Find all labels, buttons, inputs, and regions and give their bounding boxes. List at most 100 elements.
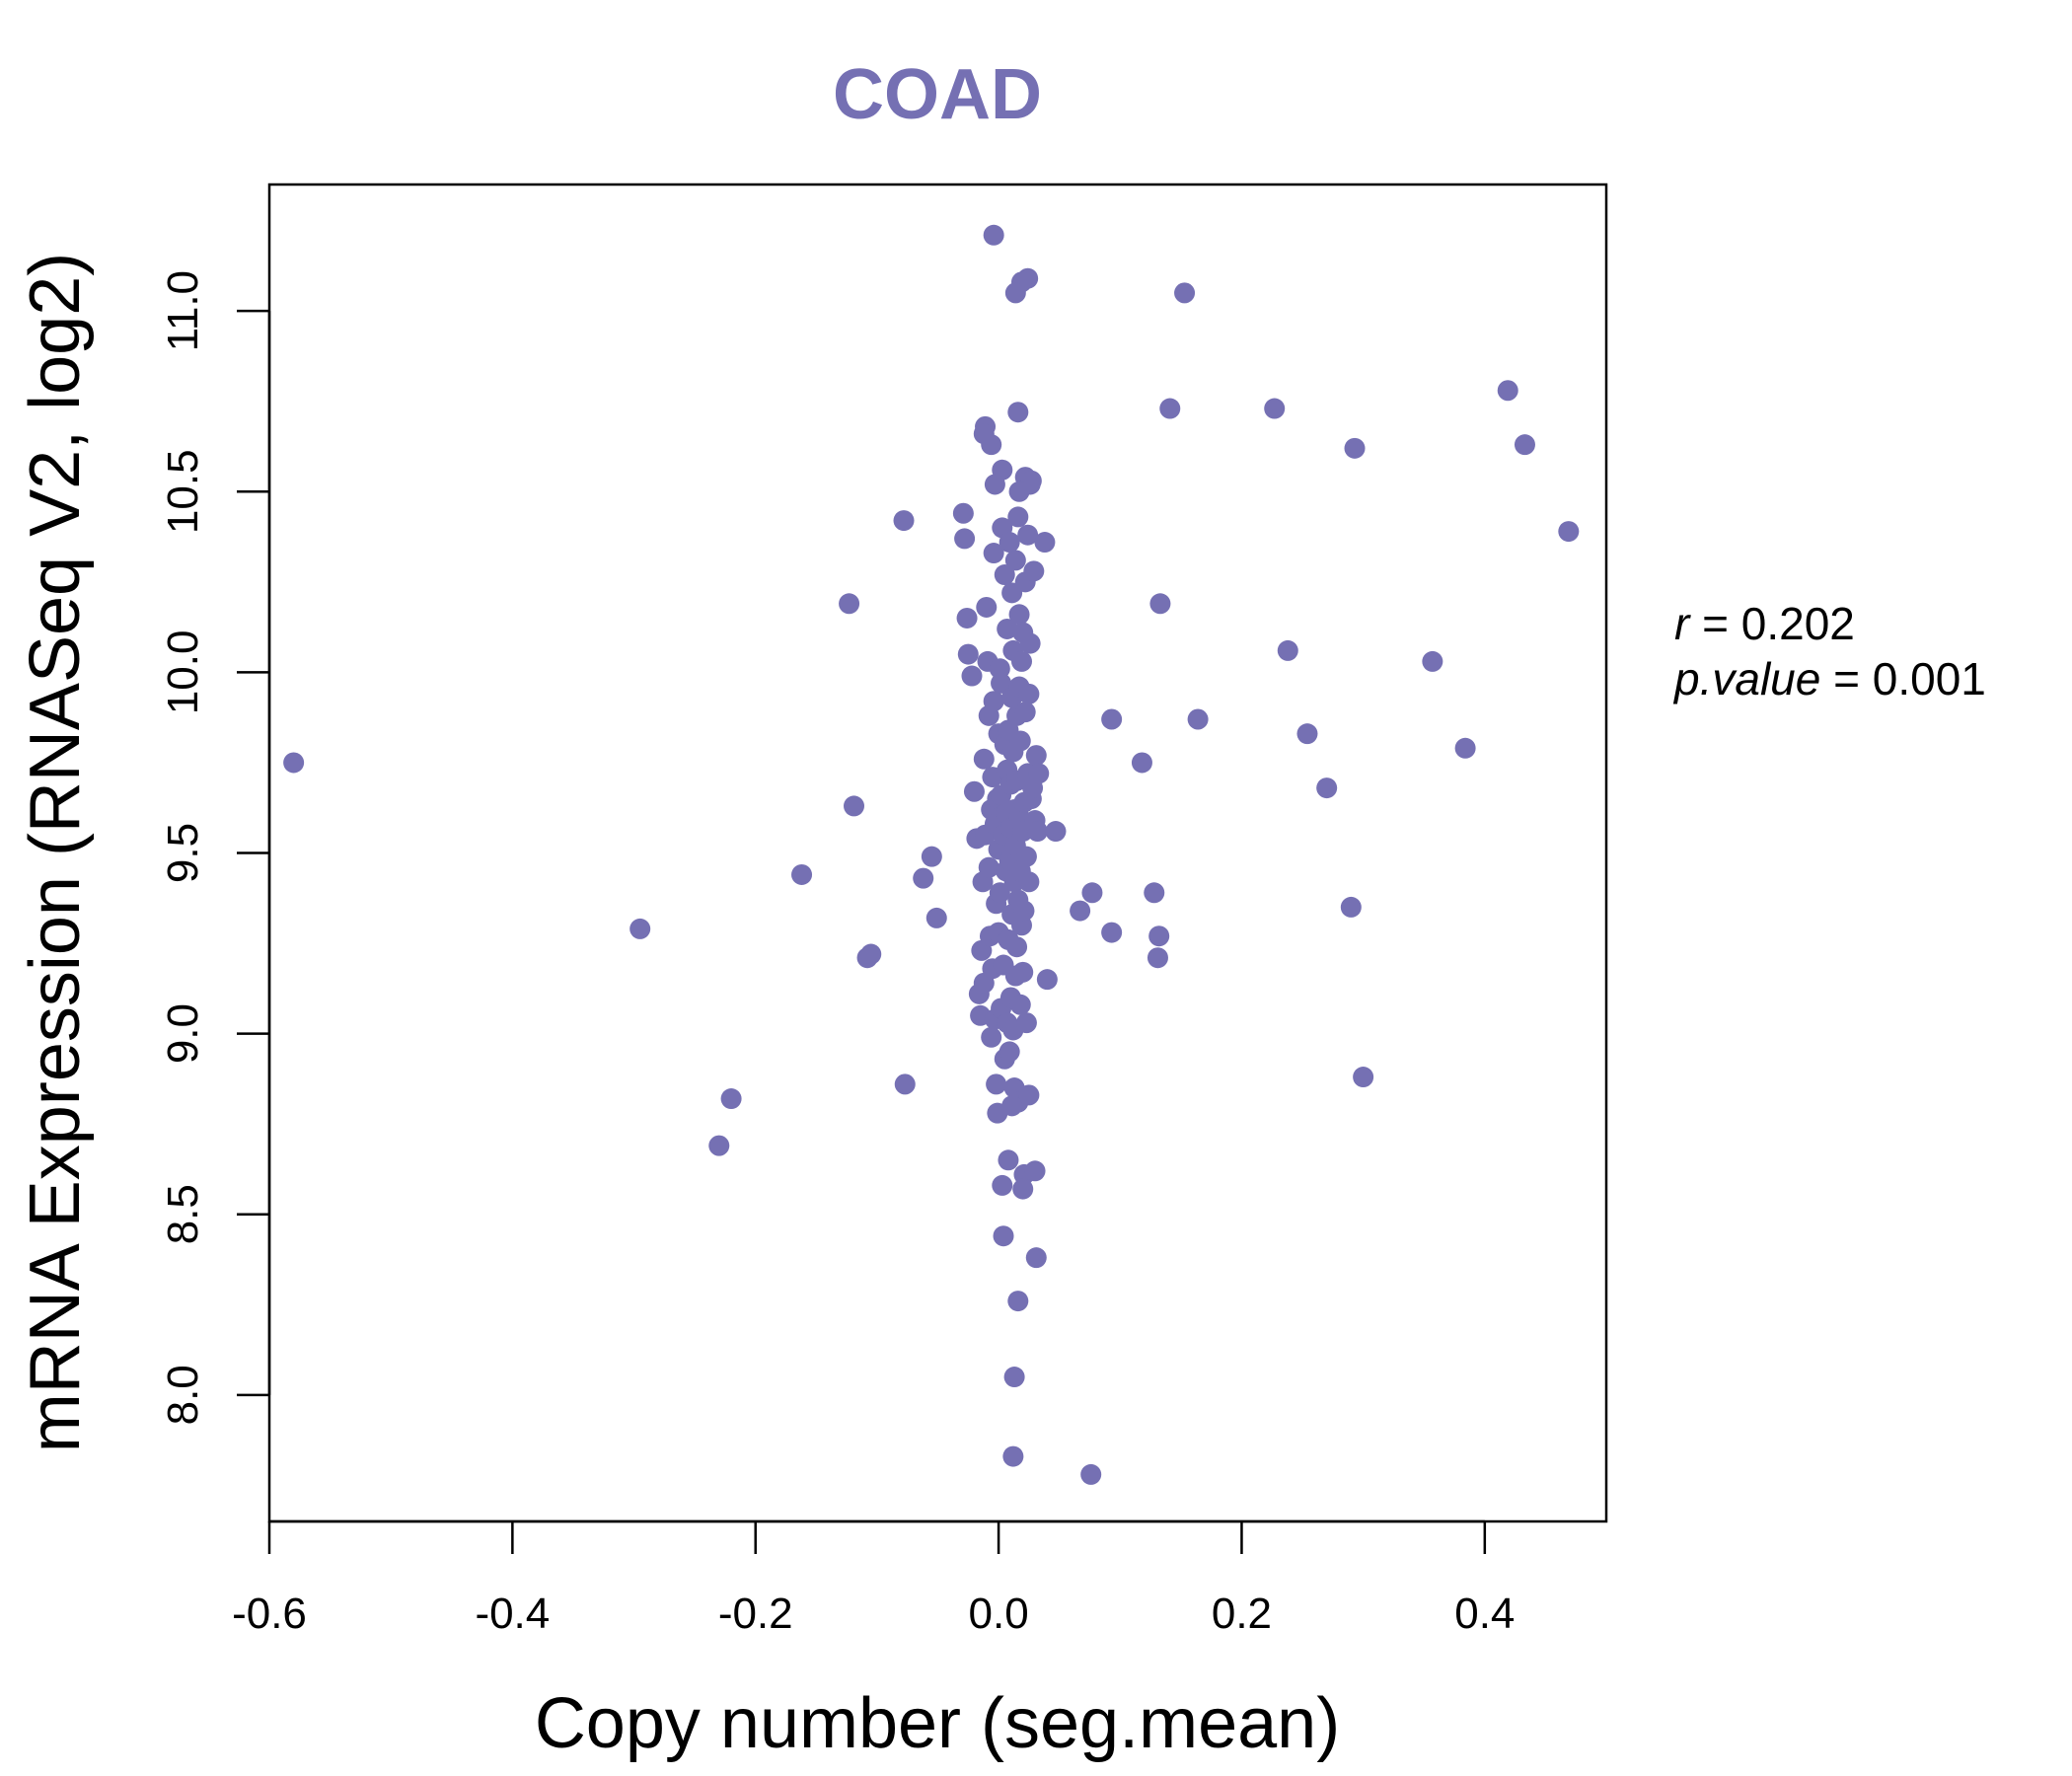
data-point xyxy=(1024,1160,1046,1182)
data-point xyxy=(1187,708,1209,730)
x-tick-label: -0.2 xyxy=(718,1590,793,1638)
data-point xyxy=(791,863,813,885)
data-point xyxy=(1340,896,1362,918)
data-point xyxy=(1514,434,1535,456)
data-point xyxy=(984,474,1005,495)
data-point xyxy=(1007,402,1029,423)
data-point xyxy=(954,528,976,550)
data-point xyxy=(973,748,995,770)
y-tick-label: 10.0 xyxy=(159,630,207,715)
data-point xyxy=(997,618,1018,639)
data-point xyxy=(1081,882,1103,904)
data-point xyxy=(994,564,1015,586)
data-point xyxy=(1012,1178,1034,1200)
data-point xyxy=(1147,947,1168,969)
data-point xyxy=(844,795,865,817)
y-tick-label: 8.0 xyxy=(159,1365,207,1425)
data-point xyxy=(983,224,1004,246)
data-point xyxy=(993,1225,1014,1247)
data-point xyxy=(1454,737,1476,759)
data-point xyxy=(1015,1012,1037,1034)
data-point xyxy=(983,691,1004,712)
y-axis-label: mRNA Expression (RNASeq V2, log2) xyxy=(16,253,95,1452)
y-tick-label: 11.0 xyxy=(159,270,207,351)
data-point xyxy=(1144,882,1165,904)
data-point xyxy=(1264,398,1286,419)
data-point xyxy=(1012,961,1034,983)
y-axis: 8.0 8.5 9.0 9.5 10.0 10.5 11.0 xyxy=(159,270,271,1425)
data-point xyxy=(1017,524,1039,546)
data-point xyxy=(1003,1367,1025,1388)
data-point xyxy=(1080,1463,1102,1485)
r-label: r xyxy=(1674,598,1691,649)
data-point xyxy=(1558,521,1580,543)
data-point xyxy=(1019,632,1041,654)
data-point xyxy=(1131,752,1152,774)
data-point xyxy=(913,867,934,889)
x-axis-label: Copy number (seg.mean) xyxy=(535,1684,1340,1763)
data-point xyxy=(992,1174,1013,1196)
x-axis: -0.6 -0.4 -0.2 0.0 0.2 0.4 xyxy=(232,1519,1515,1638)
data-point xyxy=(1015,846,1037,867)
data-point xyxy=(1018,683,1040,704)
data-point xyxy=(1036,969,1058,991)
data-point xyxy=(1008,481,1030,502)
y-tick-label: 9.0 xyxy=(159,1003,207,1064)
data-point xyxy=(1149,593,1171,615)
chart-title: COAD xyxy=(833,55,1042,134)
r-value: 0.202 xyxy=(1741,598,1855,649)
data-point xyxy=(1422,650,1443,672)
data-point xyxy=(283,752,305,774)
data-point xyxy=(629,918,651,939)
pvalue-annotation: p.value = 0.001 xyxy=(1672,653,1986,704)
data-point xyxy=(1028,763,1050,784)
data-point xyxy=(894,1073,916,1095)
data-point xyxy=(720,1088,742,1110)
data-point xyxy=(983,543,1004,564)
x-tick-label: 0.2 xyxy=(1212,1590,1272,1638)
data-point xyxy=(1004,550,1026,571)
data-point xyxy=(1045,821,1067,843)
data-point xyxy=(1010,650,1032,672)
data-point xyxy=(1101,922,1123,943)
data-point xyxy=(921,846,942,867)
data-point xyxy=(1148,925,1170,947)
data-point xyxy=(1025,745,1047,767)
data-point xyxy=(1007,506,1029,528)
p-label: p.value xyxy=(1672,653,1820,704)
data-point xyxy=(1027,821,1049,843)
data-point xyxy=(986,1073,1007,1095)
y-tick-label: 9.5 xyxy=(159,823,207,883)
data-point xyxy=(1007,1291,1029,1312)
data-point xyxy=(1006,936,1028,958)
y-tick-label: 8.5 xyxy=(159,1184,207,1244)
data-point xyxy=(893,510,915,532)
data-point xyxy=(957,643,979,665)
data-point xyxy=(998,1149,1019,1171)
data-point xyxy=(1316,777,1338,799)
data-point xyxy=(1296,723,1318,745)
data-points xyxy=(283,224,1580,1485)
data-point xyxy=(1009,994,1031,1015)
data-point xyxy=(1013,900,1035,922)
data-point xyxy=(961,665,983,687)
data-point xyxy=(925,907,947,928)
data-point xyxy=(1159,398,1181,419)
data-point xyxy=(1001,1095,1023,1117)
y-tick-label: 10.5 xyxy=(159,449,207,534)
x-tick-label: -0.4 xyxy=(475,1590,550,1638)
data-point xyxy=(981,434,1002,456)
data-point xyxy=(1025,1247,1047,1269)
data-point xyxy=(839,593,860,615)
data-point xyxy=(1034,532,1056,554)
correlation-annotation: r = 0.202 xyxy=(1674,598,1855,649)
x-tick-label: 0.0 xyxy=(969,1590,1029,1638)
data-point xyxy=(1353,1067,1374,1088)
data-point xyxy=(981,1026,1002,1048)
data-point xyxy=(999,1041,1020,1063)
data-point xyxy=(1018,1084,1040,1106)
data-point xyxy=(1004,282,1026,304)
data-point xyxy=(1014,702,1036,723)
p-value: 0.001 xyxy=(1873,653,1986,704)
